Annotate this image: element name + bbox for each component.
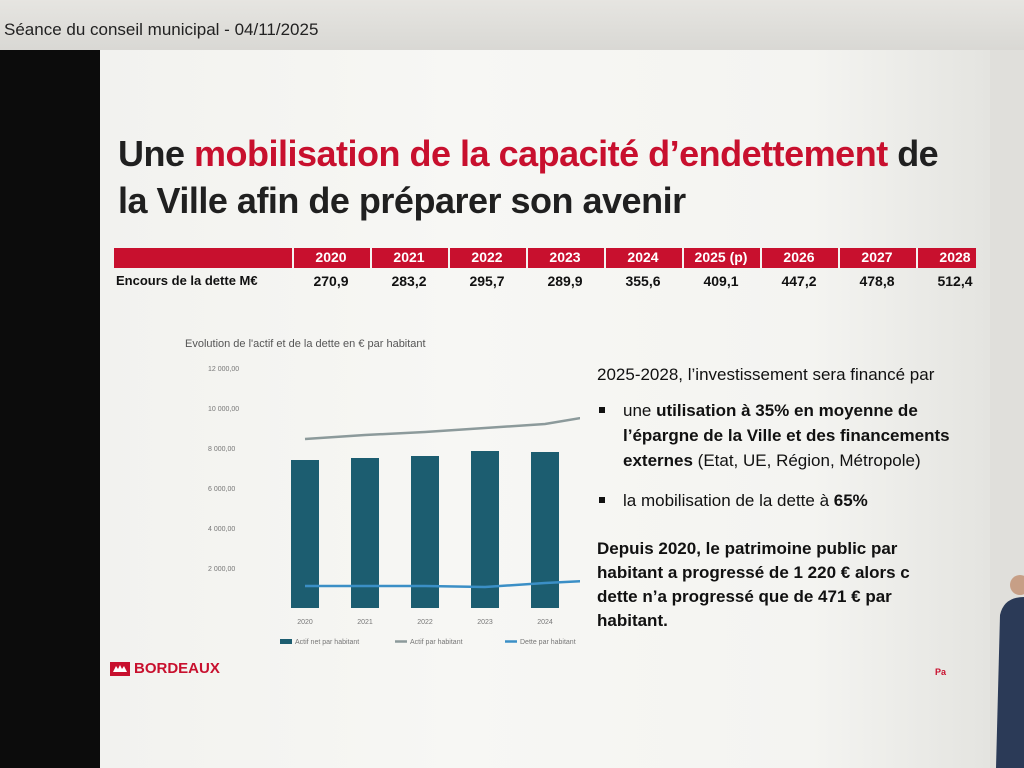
left-black-margin [0, 50, 100, 768]
bullet1-bold1: utilisation à 35% en moyenne de [656, 401, 918, 420]
year-separator [604, 248, 606, 268]
x-tick-label: 2021 [357, 619, 373, 626]
bar [351, 458, 379, 608]
x-tick-label: 2024 [537, 619, 553, 626]
presentation-slide: Une mobilisation de la capacité d’endett… [100, 50, 990, 768]
bullet1-line3: externes (Etat, UE, Région, Métropole) [623, 449, 921, 473]
y-tick-label: 6 000,00 [208, 486, 235, 493]
year-separator [370, 248, 372, 268]
x-tick-label: 2020 [297, 619, 313, 626]
conclusion-line3: dette n’a progressé que de 471 € par [597, 587, 892, 606]
actif-line [304, 416, 580, 441]
debt-value-cell: 409,1 [703, 273, 739, 289]
year-header-cell: 2026 [783, 249, 815, 265]
debt-value-cell: 447,2 [781, 273, 817, 289]
dette-line [305, 579, 580, 589]
chart-legend: Actif net par habitant Actif par habitant… [280, 639, 576, 646]
bar [291, 460, 319, 608]
debt-value-cell: 295,7 [469, 273, 505, 289]
bullet-icon [599, 497, 605, 503]
presenter-silhouette [996, 575, 1024, 768]
legend-label: Actif net par habitant [295, 639, 359, 646]
debt-value-cell: 289,9 [547, 273, 583, 289]
page-mark: Pa [935, 667, 947, 677]
x-tick-label: 2023 [477, 619, 493, 626]
year-separator [292, 248, 294, 268]
year-separator [526, 248, 528, 268]
year-separator [682, 248, 684, 268]
y-tick-label: 2 000,00 [208, 566, 235, 573]
actif-dette-chart: Evolution de l'actif et de la dette en €… [185, 338, 580, 646]
bordeaux-logo-text: BORDEAUX [134, 660, 220, 677]
heading-pre: Une [118, 133, 195, 174]
bar [471, 451, 499, 608]
y-tick-label: 12 000,00 [208, 366, 239, 373]
year-header-cell: 2028 [939, 249, 971, 265]
debt-value-cell: 270,9 [313, 273, 349, 289]
y-tick-label: 10 000,00 [208, 406, 239, 413]
bullet1-line1: une utilisation à 35% en moyenne de [623, 399, 918, 423]
debt-value-cell: 478,8 [859, 273, 895, 289]
year-header-cell: 2022 [471, 249, 503, 265]
debt-row-label: Encours de la dette M€ [116, 273, 258, 288]
bullet1-line2: l’épargne de la Ville et des financement… [623, 426, 950, 445]
bullet2-pre: la mobilisation de la dette à [623, 491, 834, 510]
slide-heading-line2: la Ville afin de préparer son avenir [118, 180, 686, 221]
conclusion-line1: Depuis 2020, le patrimoine public par [597, 539, 898, 558]
year-header-cell: 2027 [861, 249, 893, 265]
legend-swatch [280, 639, 292, 644]
debt-value-cell: 512,4 [937, 273, 973, 289]
year-header-cell: 2020 [315, 249, 347, 265]
year-separator [838, 248, 840, 268]
window-titlebar: Séance du conseil municipal - 04/11/2025 [0, 0, 1024, 50]
bullet1-bold3: externes [623, 451, 693, 470]
y-tick-label: 8 000,00 [208, 446, 235, 453]
debt-table-header: 2020 2021 2022 2023 2024 2025 (p) 2026 2027 2028 [114, 248, 976, 268]
year-header-cell: 2021 [393, 249, 425, 265]
line-series [304, 416, 580, 589]
y-axis-ticks: 2 000,00 4 000,00 6 000,00 8 000,00 10 000,0… [208, 366, 239, 573]
heading-accent: mobilisation de la capacité d’endettemen… [194, 133, 888, 174]
bordeaux-logo: BORDEAUX [110, 660, 220, 677]
conclusion-line4: habitant. [597, 611, 668, 630]
year-header-cell: 2023 [549, 249, 581, 265]
bullet2-bold: 65% [833, 491, 868, 510]
heading-post: de [887, 133, 939, 174]
bar [411, 456, 439, 608]
bullet1-rest: (Etat, UE, Région, Métropole) [692, 451, 921, 470]
year-separator [916, 248, 918, 268]
window-title: Séance du conseil municipal - 04/11/2025 [4, 20, 319, 39]
x-tick-label: 2022 [417, 619, 433, 626]
debt-value-cell: 355,6 [625, 273, 661, 289]
bullet1-pre: une [623, 401, 657, 420]
legend-label: Actif par habitant [410, 639, 463, 646]
slide-heading-line1: Une mobilisation de la capacité d’endett… [118, 133, 939, 175]
debt-value-cell: 283,2 [391, 273, 427, 289]
bar-series [291, 451, 559, 608]
year-header-cell: 2024 [627, 249, 659, 265]
legend-label: Dette par habitant [520, 639, 576, 646]
bordeaux-crest-icon [110, 661, 130, 676]
conclusion-line2: habitant a progressé de 1 220 € alors c [597, 563, 910, 582]
y-tick-label: 4 000,00 [208, 526, 235, 533]
bullet2-line: la mobilisation de la dette à 65% [623, 489, 868, 513]
year-separator [760, 248, 762, 268]
year-separator [448, 248, 450, 268]
bullet-icon [599, 407, 605, 413]
year-header-cell: 2025 (p) [694, 249, 748, 265]
chart-title: Evolution de l'actif et de la dette en €… [185, 338, 426, 350]
intro-text: 2025-2028, l’investissement sera financé… [597, 365, 935, 384]
